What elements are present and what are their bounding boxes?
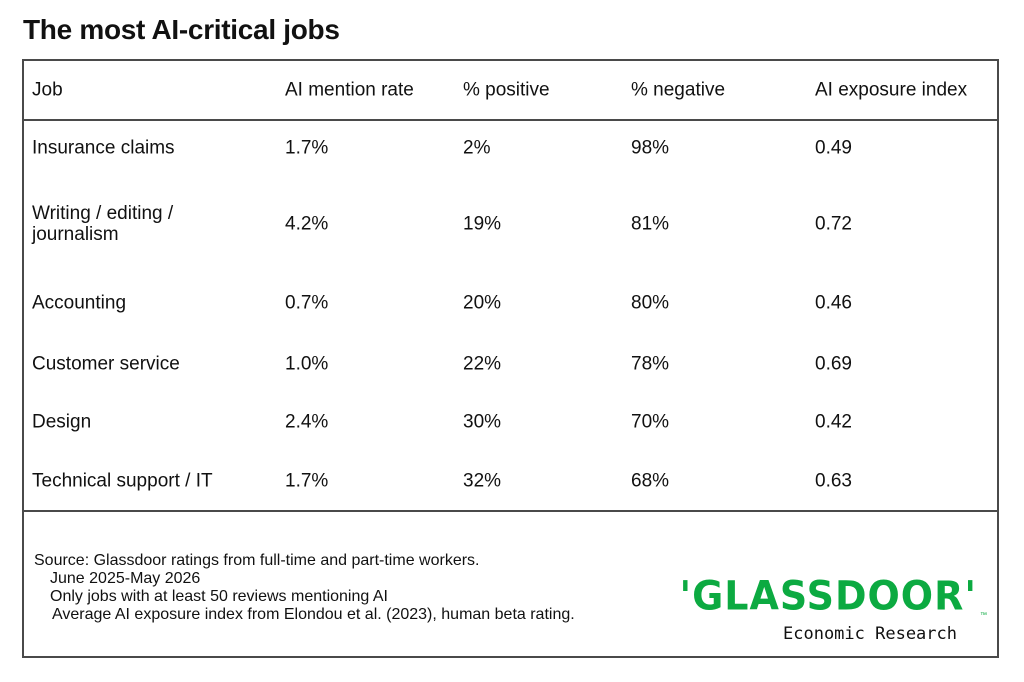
positive-cell: 19% [463, 213, 502, 235]
table-row: Design 2.4% 30% 70% 0.42 [24, 393, 997, 451]
logo-subtitle: Economic Research [783, 624, 957, 644]
header-cell-negative: % negative [631, 79, 726, 101]
table-row: Insurance claims 1.7% 2% 98% 0.49 [24, 119, 997, 177]
table-row: Customer service 1.0% 22% 78% 0.69 [24, 335, 997, 393]
exposure-index-cell: 0.49 [815, 137, 852, 159]
chart-title: The most AI-critical jobs [23, 14, 340, 45]
source-line: June 2025-May 2026 [50, 570, 201, 587]
footer: Source: Glassdoor ratings from full-time… [24, 510, 997, 660]
source-line: Average AI exposure index from Elondou e… [52, 606, 575, 623]
mention-rate-cell: 4.2% [285, 213, 329, 235]
positive-cell: 2% [463, 137, 491, 159]
table-row: Technical support / IT 1.7% 32% 68% 0.63 [24, 451, 997, 511]
negative-cell: 98% [631, 137, 670, 159]
job-cell: Design [32, 411, 92, 433]
job-cell: Writing / editing / journalism [32, 203, 174, 245]
positive-cell: 32% [463, 470, 502, 492]
job-cell: Customer service [32, 353, 180, 375]
job-cell: Insurance claims [32, 137, 175, 159]
header-cell-ai-exposure-index: AI exposure index [815, 79, 968, 101]
exposure-index-cell: 0.72 [815, 213, 852, 235]
table-frame: Job AI mention rate % positive % negativ… [22, 59, 999, 658]
header-cell-positive: % positive [463, 79, 550, 101]
negative-cell: 78% [631, 353, 670, 375]
exposure-index-cell: 0.46 [815, 292, 852, 314]
positive-cell: 20% [463, 292, 502, 314]
header-cell-job: Job [32, 79, 63, 101]
mention-rate-cell: 1.0% [285, 353, 329, 375]
exposure-index-cell: 0.63 [815, 470, 852, 492]
source-line: Source: Glassdoor ratings from full-time… [34, 552, 480, 569]
logo-trademark: ™ [980, 612, 987, 619]
header-cell-ai-mention-rate: AI mention rate [285, 79, 414, 101]
positive-cell: 22% [463, 353, 502, 375]
table-header: Job AI mention rate % positive % negativ… [24, 61, 997, 121]
glassdoor-logo: 'GLASSDOOR' ™ Economic Research [679, 573, 987, 644]
negative-cell: 68% [631, 470, 670, 492]
positive-cell: 30% [463, 411, 502, 433]
logo-wordmark: 'GLASSDOOR' [679, 572, 977, 620]
mention-rate-cell: 0.7% [285, 292, 329, 314]
table-row: Writing / editing / journalism 4.2% 19% … [24, 177, 997, 271]
exposure-index-cell: 0.69 [815, 353, 852, 375]
job-cell: Technical support / IT [32, 470, 213, 492]
mention-rate-cell: 2.4% [285, 411, 329, 433]
negative-cell: 80% [631, 292, 670, 314]
job-cell: Accounting [32, 292, 127, 314]
source-line: Only jobs with at least 50 reviews menti… [50, 588, 388, 605]
mention-rate-cell: 1.7% [285, 470, 329, 492]
table-row: Accounting 0.7% 20% 80% 0.46 [24, 271, 997, 335]
exposure-index-cell: 0.42 [815, 411, 852, 433]
negative-cell: 81% [631, 213, 670, 235]
mention-rate-cell: 1.7% [285, 137, 329, 159]
negative-cell: 70% [631, 411, 670, 433]
source-note: Source: Glassdoor ratings from full-time… [34, 552, 575, 624]
